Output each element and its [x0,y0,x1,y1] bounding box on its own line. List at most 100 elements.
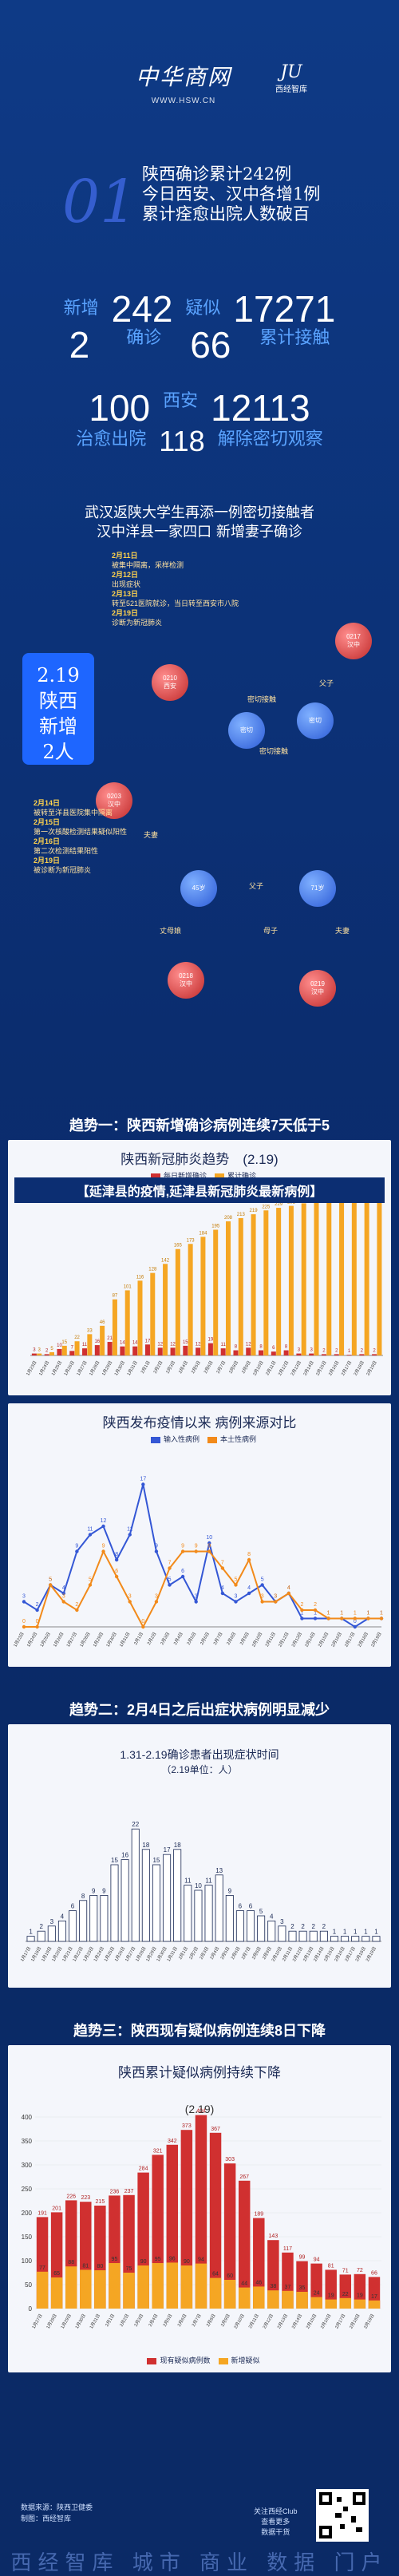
chart-3-subtitle: （2.19单位：人） [161,1764,238,1775]
chart-4-new-bar [354,2299,366,2309]
chart-4-new-bar [180,2265,193,2309]
chart-1-x-tick: 1月31日 [126,1360,139,1377]
chart-1-new-bar [170,1347,176,1355]
chart-1-total-label: 195 [211,1225,220,1229]
chart-4-new-bar [166,2262,179,2309]
stat-row-1b: 2 确诊 66 累计接触 [0,323,399,366]
chart-2-point [180,1549,185,1553]
stat-confirmed-value: 242 [111,288,173,330]
chart-4-current-label: 226 [66,2194,76,2199]
chart-4-box: 陕西累计疑似病例持续下降 (2.19) 现有疑似病例数 新增疑似 0 50 100 15… [8,2045,391,2372]
chart-1-x-tick: 2月12日 [277,1360,290,1377]
chart-1-total-bar [288,1205,294,1355]
chart-2-point-label: 5 [235,1577,238,1583]
chart-2-point-label: 3 [62,1594,65,1600]
chart-1-x-tick: 1月24日 [38,1360,50,1377]
contact-node-2: 密切 [297,702,334,739]
chart-3-bar [235,1910,244,1942]
relation-7: 夫妻 [144,831,159,839]
chart-1-x-tick: 2月10日 [252,1360,265,1377]
chart-2-point [274,1600,278,1604]
chart-1-x-tick: 2月19日 [365,1360,378,1377]
chart-1-new-label: 14 [132,1341,138,1346]
chart-1-total-bar [364,1200,369,1355]
chart-3-bar-label: 4 [270,1913,274,1920]
chart-1-total-bar [314,1201,319,1355]
chart-1-total-label: 225 [262,1205,271,1209]
timeline-title-2: 汉中洋县一家四口 新增妻子确诊 [97,524,302,540]
chart-4-new-bar [339,2297,352,2309]
chart-4-current-label: 189 [254,2212,263,2218]
chart-2-point-label: 9 [207,1544,211,1549]
chart-1-total-bar [49,1351,54,1355]
chart-4-x-tick: 2月12日 [262,2313,275,2330]
chart-4-x-tick: 2月15日 [305,2313,318,2330]
chart-3-bar [173,1849,182,1942]
chart-4-x-tick: 2月2日 [119,2313,131,2328]
chart-1-new-label: 2 [361,1348,364,1353]
chart-2-point-label: 1 [327,1611,330,1616]
chart-2-point-label: 2 [300,1602,303,1608]
chart-1-new-label: 3 [298,1348,301,1353]
chart-3-bar-label: 5 [259,1908,263,1915]
chart-4-new-label: 64 [212,2272,219,2277]
chart-3-bar [89,1894,98,1942]
chart-1-total-bar [263,1210,269,1355]
chart-4-new-bar [325,2299,337,2309]
chart-1-new-bar [372,1354,377,1355]
chart-4-title: 陕西累计疑似病例持续下降 [118,2065,281,2080]
chart-4-legend-current: 现有疑似病例数 [160,2356,211,2364]
chart-3-bar-label: 16 [121,1852,128,1859]
chart-1-date: (2.19) [243,1152,279,1167]
tl-top-text-1: 被集中隔离，采样检测 [112,561,184,569]
chart-4-y-tick: 100 [22,2257,33,2265]
chart-2-point [194,1600,198,1604]
chart-4-current-label: 191 [38,2210,47,2216]
chart-2-point-label: 1 [300,1611,303,1616]
headline: 陕西确诊累计242例 今日西安、汉中各增1例 累计痊愈出院人数破百 [142,164,320,224]
chart-4-new-label: 81 [82,2263,89,2269]
chart-2-point-label: 3 [261,1594,264,1600]
chart-1-new-bar [207,1343,213,1355]
chart-2-point [154,1549,159,1553]
chart-3-x-tick: 2月9日 [261,1946,273,1961]
chart-1-new-bar [271,1351,276,1355]
chart-4-new-bar [368,2300,381,2309]
chart-4-new-bar [65,2266,77,2309]
chart-1-new-label: 3 [310,1348,314,1353]
chart-3-x-tick: 2月3日 [199,1946,211,1961]
chart-2-point [286,1591,291,1596]
chart-1-legend-new: 每日新增确诊 [163,1172,207,1180]
chart-1-new-bar [94,1345,100,1355]
tl-bot-text-4: 被诊断为新冠肺炎 [34,866,92,874]
chart-1-total-bar [74,1341,80,1355]
chart-4-new-bar [282,2290,294,2309]
chart-3-bar-label: 6 [239,1903,243,1910]
chart-4-current-label: 404 [196,2109,206,2115]
chart-3-bar-label: 2 [290,1923,294,1930]
chart-2-point-label: 8 [115,1552,118,1557]
chart-2-point-label: 4 [287,1585,290,1591]
chart-1-x-tick: 1月27日 [76,1360,89,1377]
chart-4-current-label: 236 [110,2189,120,2194]
chart-4-current-label: 81 [328,2263,334,2269]
chart-1-new-label: 8 [235,1345,238,1350]
chart-1-new-bar [309,1353,314,1355]
chart-3-x-tick: 2月8日 [251,1946,263,1961]
chart-1-new-bar [359,1354,365,1355]
chart-4-current-label: 284 [139,2166,148,2172]
chart-2-point [141,1482,145,1486]
chart-1-x-tick: 2月15日 [315,1360,328,1377]
chart-1-new-bar [321,1354,326,1355]
chart-1-total-bar [351,1200,357,1355]
chart-3-bar-label: 15 [153,1857,160,1864]
stat-released-value: 12113 [211,387,310,429]
qr-code-icon[interactable] [316,2489,369,2542]
chart-2-x-tick: 1月30日 [105,1632,118,1648]
chart-1-total-label: 22 [74,1335,80,1340]
chart-1-total-bar [150,1272,156,1355]
chart-2-point-label: 12 [101,1518,107,1524]
chart-2-point [22,1624,26,1629]
chart-4-new-bar [94,2270,106,2309]
overlay-banner[interactable]: 【延津县的疫情,延津县新冠肺炎最新病例】 [14,1177,385,1203]
